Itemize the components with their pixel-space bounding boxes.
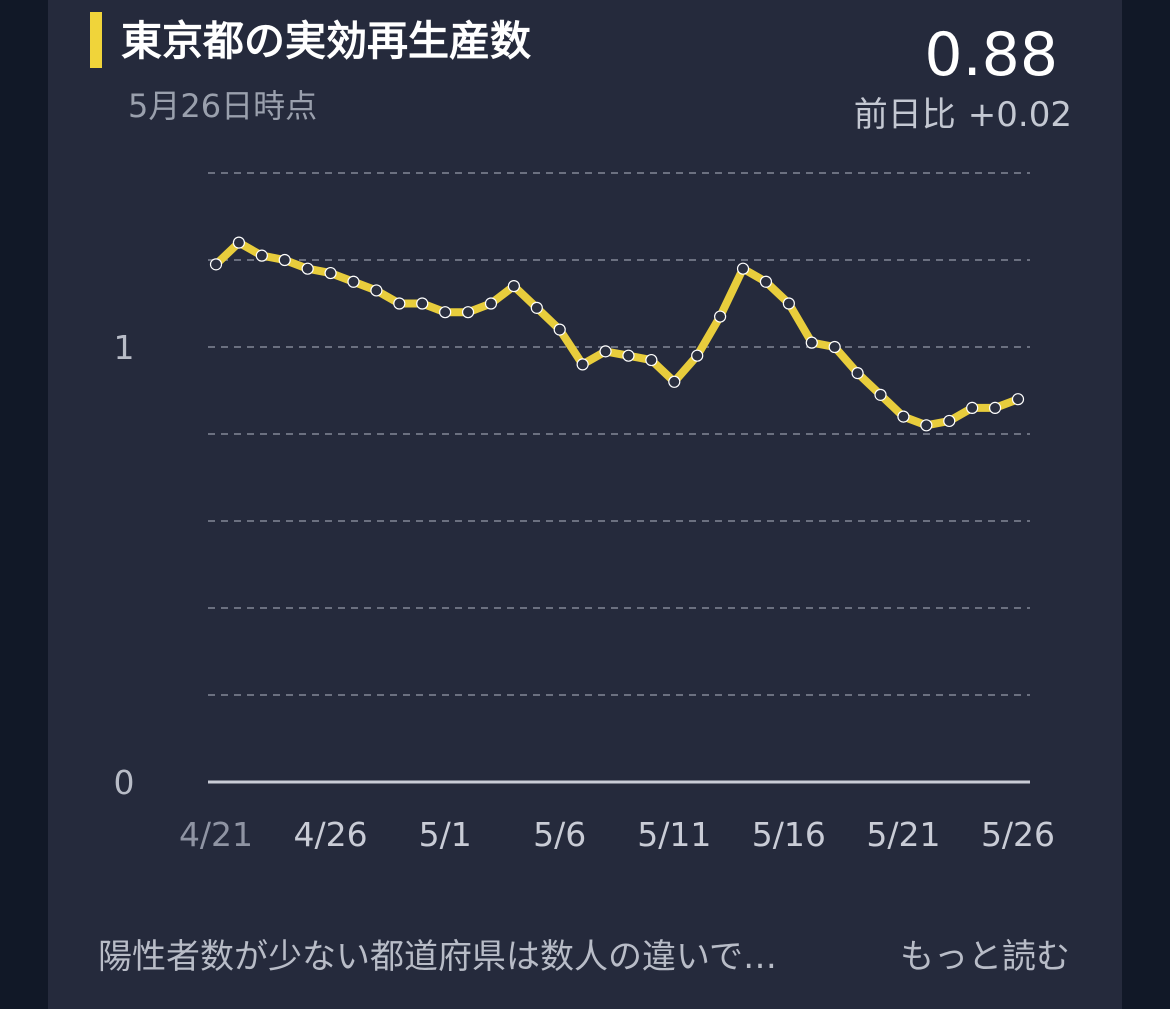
data-point [301,262,314,275]
data-point [484,297,498,310]
data-point [507,280,520,293]
data-point [278,253,291,267]
delta-value: +0.02 [967,95,1072,135]
data-point [988,401,1002,414]
card-title: 東京都の実効再生産数 [121,17,531,65]
y-tick-label: 1 [114,328,135,367]
x-tick-label: 5/26 [981,815,1055,854]
series-line [212,238,1022,430]
data-point [759,275,773,288]
data-point [691,349,704,362]
day-over-day-change: 前日比 +0.02 [854,94,1072,136]
x-tick-label: 4/21 [179,815,253,854]
data-point [347,275,360,288]
data-point [1011,393,1025,406]
line-chart: 0 1 4/21 4/26 5/1 5/6 5/11 5/16 5/21 5/26 [114,172,1055,854]
as-of-date: 5月26日時点 [128,87,318,125]
x-tick-label: 5/6 [533,815,586,854]
data-point [622,349,635,362]
data-point [393,297,406,310]
data-point [232,236,246,249]
data-point [736,262,750,275]
data-point [668,375,681,388]
data-point [920,419,933,432]
read-more-link[interactable]: もっと読む [900,937,1070,977]
current-value: 0.88 [924,20,1058,90]
data-point [874,388,887,401]
x-tick-label: 5/1 [419,815,472,854]
data-point [782,297,795,310]
x-tick-label: 5/11 [637,815,711,854]
data-point [851,367,864,380]
data-point [416,297,429,310]
title-accent-bar [90,12,102,68]
data-point [324,266,337,280]
data-point [370,284,383,297]
reproduction-number-card: 東京都の実効再生産数 5月26日時点 0.88 前日比 +0.02 0 1 4/21 4… [48,0,1122,1009]
x-tick-label: 4/26 [294,815,368,854]
y-tick-label: 0 [114,763,135,802]
data-point [461,306,475,319]
data-point [943,414,956,428]
data-point [439,306,452,319]
data-point [714,310,727,323]
data-point [966,401,979,414]
x-tick-label: 5/16 [752,815,826,854]
data-point [209,258,223,271]
delta-label: 前日比 [853,95,956,135]
data-point [576,358,589,371]
data-point [530,301,543,314]
data-point [828,340,841,354]
data-point [805,336,818,349]
data-point [255,249,268,262]
data-point [645,353,658,367]
data-point [897,410,910,423]
data-point [553,323,566,336]
summary-text: 陽性者数が少ない都道府県は数人の違いで… [98,937,777,977]
x-tick-label: 5/21 [866,815,940,854]
data-point [599,345,612,358]
